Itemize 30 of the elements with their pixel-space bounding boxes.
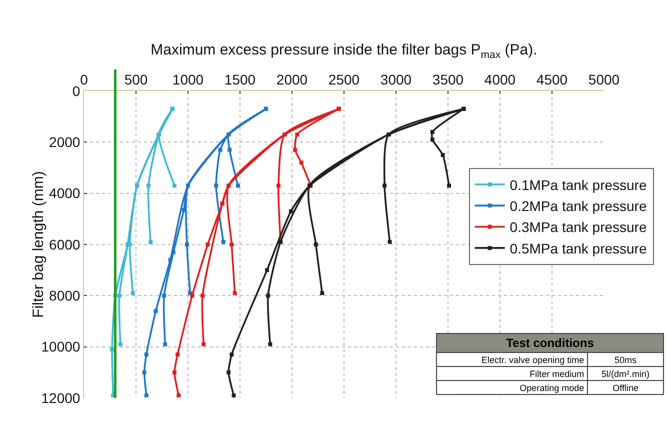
x-tick-label: 4500 [536, 71, 568, 88]
annotation: 5l/(dm².min) [588, 366, 664, 380]
x-tick-label: 4000 [484, 71, 516, 88]
y-tick-label: 6000 [49, 236, 80, 252]
legend-label: 0.1MPa tank pressure [510, 176, 647, 193]
legend-label: 0.5MPa tank pressure [510, 240, 647, 256]
text: Offline [612, 382, 638, 392]
x-tick-label: 5000 [588, 71, 620, 88]
x-tick-label: 2500 [328, 71, 360, 88]
y-tick-label: 4000 [49, 185, 80, 202]
y-axis-title: Filter bag length (mm) [30, 171, 48, 318]
x-axis-title: Maximum excess pressure inside the filter bags P$_{max}$ (Pa). [150, 42, 538, 61]
x-tick-label: 3000 [380, 71, 412, 88]
y-tick-label: 0 [72, 82, 80, 99]
legend-label: 0.3MPa tank pressure [510, 219, 647, 236]
y-tick-label: 12000 [41, 390, 80, 406]
annotation: Electr. valve opening time [436, 352, 588, 366]
x-tick-label: 2000 [276, 71, 308, 88]
legend-label: 0.2MPa tank pressure [510, 198, 647, 214]
annotation: Test conditions [436, 334, 664, 352]
annotation: Filter medium [436, 366, 588, 380]
x-tick-label: 3500 [432, 71, 464, 88]
y-tick-label: 2000 [49, 134, 80, 150]
y-tick-label: 10000 [41, 338, 80, 355]
x-tick-label: 500 [124, 71, 148, 88]
annotation: Operating mode [436, 380, 588, 394]
x-tick-label: 1500 [224, 71, 256, 88]
x-tick-label: 1000 [172, 71, 204, 88]
text: 50ms [614, 354, 637, 364]
y-tick-label: 8000 [49, 288, 80, 304]
